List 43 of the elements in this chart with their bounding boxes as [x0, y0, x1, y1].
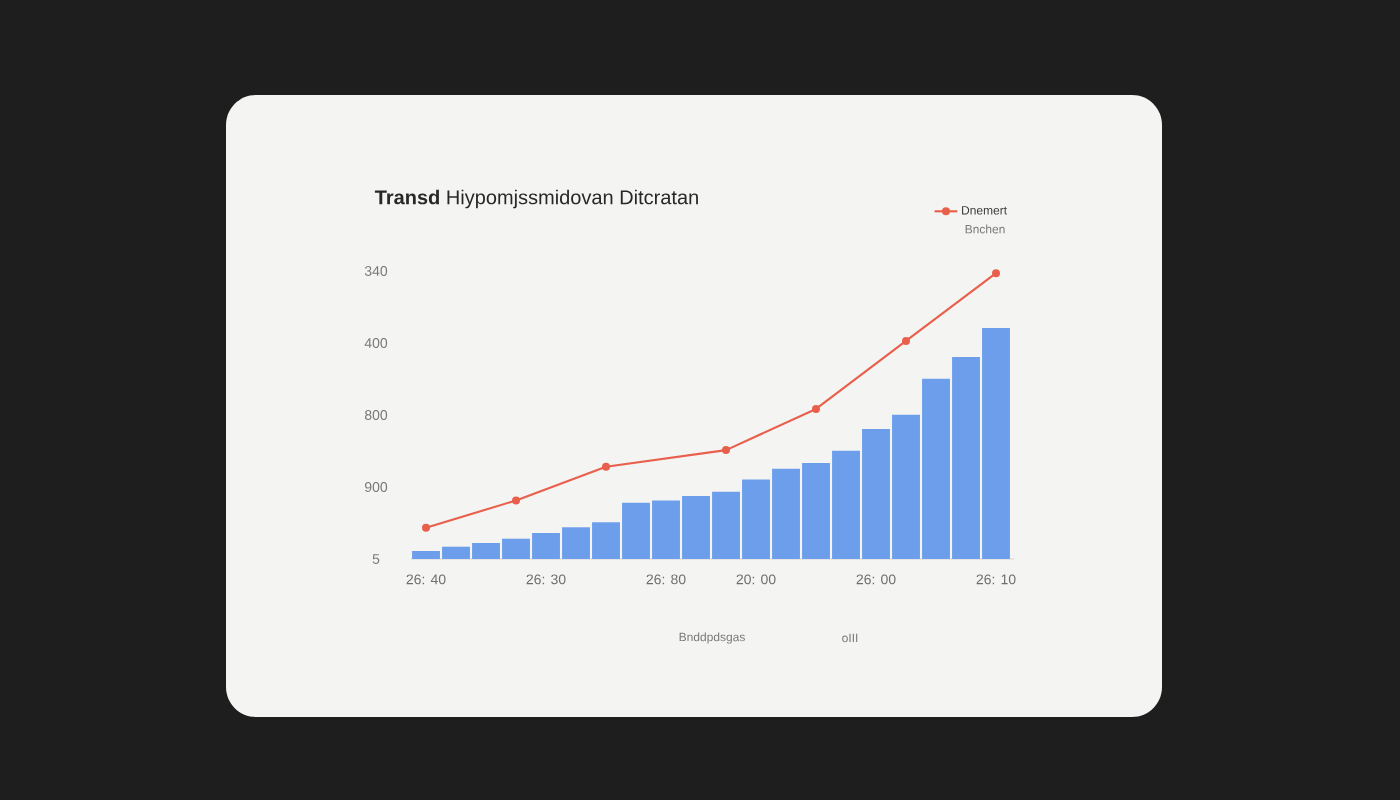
bar [892, 414, 920, 559]
text: 900 [364, 482, 388, 492]
text: 340 [364, 266, 388, 276]
point [422, 523, 430, 532]
text: 5 [372, 554, 380, 564]
text: Bnchen [965, 224, 1005, 234]
text: oIII [842, 633, 858, 643]
bar [832, 450, 860, 559]
point [992, 269, 1001, 278]
bar [862, 428, 890, 559]
point [512, 496, 521, 505]
bar [562, 527, 590, 559]
x-tick-label: 26: 00 [856, 574, 896, 585]
bar [682, 496, 710, 559]
point [602, 462, 611, 471]
bar [952, 356, 980, 559]
bar [982, 328, 1010, 559]
bar [922, 378, 950, 559]
bar [592, 522, 620, 559]
text: Bnddpdsgas [679, 632, 745, 644]
x-tick-label: 26: 10 [976, 574, 1016, 585]
bar [742, 479, 770, 559]
bar [772, 468, 800, 559]
x-tick-label: 26: 30 [526, 574, 566, 585]
point [902, 336, 911, 345]
chart-title: Transd Hiypomjssmidovan Ditcratan [374, 189, 698, 209]
bar [472, 543, 500, 559]
text: 800 [364, 410, 388, 420]
text: 400 [364, 338, 388, 348]
legend-label: Dnemert [962, 206, 1007, 215]
x-tick-label: 26: 80 [646, 574, 686, 585]
bar [652, 500, 680, 559]
bar [502, 538, 530, 559]
bar [532, 532, 560, 559]
point [722, 446, 731, 455]
bar [712, 491, 740, 559]
bar [442, 546, 470, 559]
bar [802, 462, 830, 559]
x-tick-label: 20: 00 [736, 574, 776, 585]
x-tick-label: 26: 40 [406, 574, 446, 585]
bar [412, 550, 440, 559]
bar [622, 502, 650, 559]
point [812, 404, 821, 413]
